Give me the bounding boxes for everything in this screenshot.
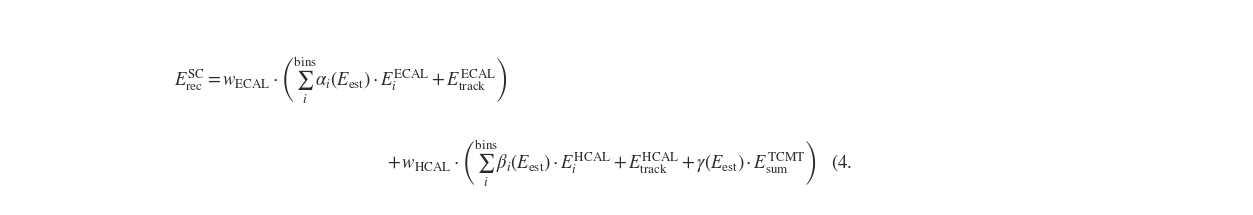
Text: $+ \, w_{\mathrm{HCAL}} \cdot \left( \sum_{i}^{\mathrm{bins}} \beta_i \left( E_{: $+ \, w_{\mathrm{HCAL}} \cdot \left( \su… (387, 138, 852, 188)
Text: $E_{\mathrm{rec}}^{\mathrm{SC}} = w_{\mathrm{ECAL}} \cdot \left( \sum_{i}^{\math: $E_{\mathrm{rec}}^{\mathrm{SC}} = w_{\ma… (174, 55, 507, 105)
